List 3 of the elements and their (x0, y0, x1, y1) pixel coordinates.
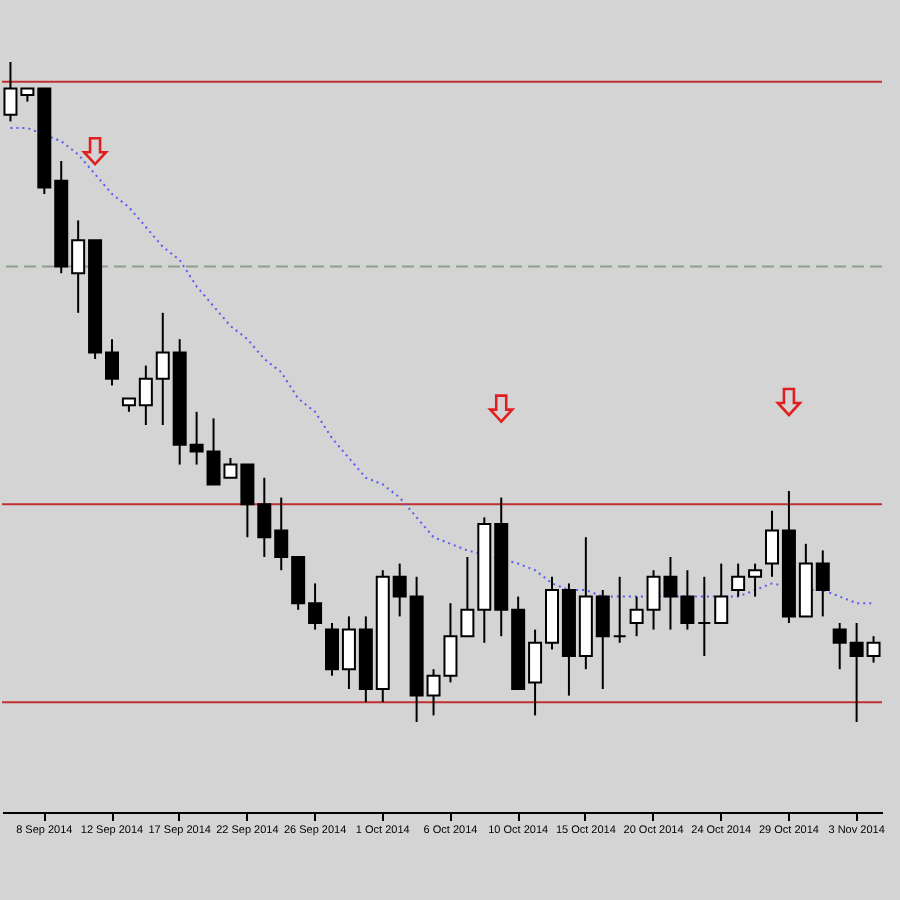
candlestick (612, 575, 627, 644)
candlestick (697, 575, 712, 657)
candlestick (714, 562, 729, 624)
